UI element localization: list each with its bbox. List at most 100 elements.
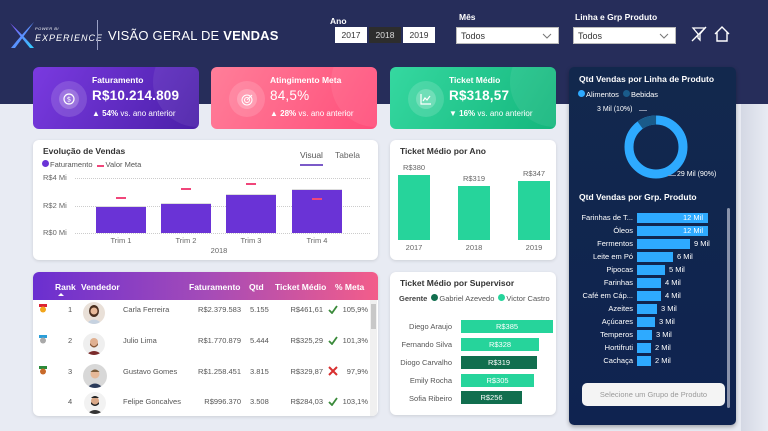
column-header-qtd[interactable]: Qtd: [249, 282, 264, 292]
group-scrollbar[interactable]: [727, 208, 730, 408]
bar-value-label: R$347: [522, 169, 546, 178]
select-group-button[interactable]: Selecione um Grupo de Produto: [582, 383, 725, 406]
up-arrow-icon: ▲: [270, 109, 278, 118]
vendedor-name: Julio Lima: [123, 336, 157, 345]
product-dropdown-value: Todos: [578, 30, 603, 41]
group-bar[interactable]: [637, 356, 651, 366]
group-bar[interactable]: [637, 291, 661, 301]
table-row[interactable]: 1 Carla Ferreira R$2.379.583 5.155 R$461…: [33, 302, 378, 332]
kpi-label: Faturamento: [92, 75, 144, 85]
year-button-2019[interactable]: 2019: [403, 27, 435, 43]
dollar-coin-icon: $: [59, 89, 79, 109]
group-bar[interactable]: [637, 304, 657, 314]
avatar: [83, 364, 107, 388]
supervisor-bar[interactable]: R$319: [461, 356, 537, 369]
avatar: [83, 302, 105, 324]
column-header-faturamento[interactable]: Faturamento: [189, 282, 241, 292]
bar-2019[interactable]: [518, 181, 550, 240]
tab-visual[interactable]: Visual: [299, 150, 323, 166]
kpi-ticket-medio: Ticket Médio R$318,57 ▼ 16% vs. ano ante…: [390, 67, 556, 129]
faturamento-cell: R$1.770.879: [198, 336, 241, 345]
group-value: 9 Mil: [694, 239, 710, 248]
scrollbar-thumb[interactable]: [371, 304, 376, 329]
qtd-cell: 5.155: [250, 305, 269, 314]
home-icon[interactable]: [713, 25, 731, 43]
bar-value-label: R$380: [402, 163, 426, 172]
group-value: 4 Mil: [665, 278, 681, 287]
group-bar[interactable]: [637, 239, 690, 249]
bar-trim-4[interactable]: [292, 189, 342, 233]
gridline: [75, 178, 370, 179]
bar-trim-2[interactable]: [161, 203, 211, 233]
vendedores-table: Rank Vendedor Faturamento Qtd Ticket Méd…: [33, 272, 378, 416]
group-bar[interactable]: [637, 343, 651, 353]
donut-label-bebidas: 3 Mil (10%): [597, 106, 633, 113]
kpi-value: 84,5%: [270, 88, 310, 103]
gridline: [75, 206, 370, 207]
table-row[interactable]: 3 Gustavo Gomes R$1.258.451 3.815 R$329,…: [33, 364, 378, 394]
rank-cell: 2: [68, 336, 73, 345]
table-scrollbar[interactable]: [370, 300, 377, 416]
group-bar[interactable]: [637, 265, 665, 275]
bar-value-label: R$319: [462, 174, 486, 183]
group-bar[interactable]: [637, 330, 652, 340]
page-edge: [741, 104, 768, 431]
bar-2017[interactable]: [398, 175, 430, 240]
group-value: 12 Mil: [683, 213, 704, 222]
table-row[interactable]: 4 Felipe Goncalves R$996.370 3.508 R$284…: [33, 392, 378, 416]
group-bar[interactable]: [637, 317, 655, 327]
group-value: 3 Mil: [656, 330, 672, 339]
group-bar[interactable]: [637, 226, 708, 236]
column-header-vendedor[interactable]: Vendedor: [81, 282, 120, 292]
page-title-bold: VENDAS: [223, 28, 279, 43]
table-row[interactable]: 2 Julio Lima R$1.770.879 5.444 R$325,29 …: [33, 333, 378, 363]
product-panel: Qtd Vendas por Linha de Produto Alimento…: [569, 67, 736, 425]
group-label: Azeites: [608, 304, 633, 313]
column-header-rank[interactable]: Rank: [55, 282, 76, 292]
group-label: Café em Cáp...: [582, 291, 633, 300]
down-arrow-icon: ▼: [449, 109, 457, 118]
donut-chart[interactable]: [621, 112, 691, 182]
meta-marker: [312, 198, 322, 200]
bar-2018[interactable]: [458, 186, 490, 240]
group-value: 2 Mil: [655, 356, 671, 365]
x-label: Trim 2: [175, 236, 197, 245]
faturamento-cell: R$996.370: [204, 397, 241, 406]
group-bar[interactable]: [637, 278, 661, 288]
ticket-cell: R$461,61: [290, 305, 323, 314]
group-value: 2 Mil: [655, 343, 671, 352]
ticket-cell: R$284,03: [290, 397, 323, 406]
year-button-2017[interactable]: 2017: [335, 27, 367, 43]
supervisor-bar[interactable]: R$328: [461, 338, 539, 351]
leader-line: [639, 110, 647, 111]
x-label: Trim 4: [306, 236, 328, 245]
logo: POWER BI EXPERIENCE: [8, 20, 102, 52]
group-label: Açúcares: [601, 317, 633, 326]
group-label: Farinhas de T...: [581, 213, 633, 222]
column-header-meta[interactable]: % Meta: [335, 282, 365, 292]
product-dropdown[interactable]: Todos: [573, 27, 676, 44]
clear-filters-icon[interactable]: [690, 25, 708, 43]
group-label: Cachaça: [603, 356, 633, 365]
bronze-medal-icon: [39, 366, 47, 375]
product-filter-label: Linha e Grp Produto: [575, 12, 658, 22]
year-button-2018[interactable]: 2018: [369, 27, 401, 43]
tab-tabela[interactable]: Tabela: [334, 150, 360, 160]
supervisor-bar[interactable]: R$385: [461, 320, 553, 333]
column-header-ticket[interactable]: Ticket Médio: [275, 282, 327, 292]
group-bar[interactable]: [637, 213, 708, 223]
legend-dot-faturamento: [42, 160, 49, 167]
svg-text:$: $: [67, 96, 71, 104]
check-icon: [328, 305, 338, 314]
logo-title: EXPERIENCE: [35, 33, 104, 43]
y-tick: R$0 Mi: [43, 228, 67, 237]
supervisor-bar[interactable]: R$256: [461, 391, 522, 404]
bar-trim-3[interactable]: [226, 194, 276, 233]
group-bar[interactable]: [637, 252, 673, 262]
supervisor-bar[interactable]: R$305: [461, 374, 534, 387]
bar-trim-1[interactable]: [96, 206, 146, 233]
kpi-value: R$318,57: [449, 88, 510, 103]
month-dropdown[interactable]: Todos: [456, 27, 559, 44]
ticket-ano-card: Ticket Médio por Ano R$380 R$319 R$347 2…: [390, 140, 556, 260]
group-value: 3 Mil: [661, 304, 677, 313]
